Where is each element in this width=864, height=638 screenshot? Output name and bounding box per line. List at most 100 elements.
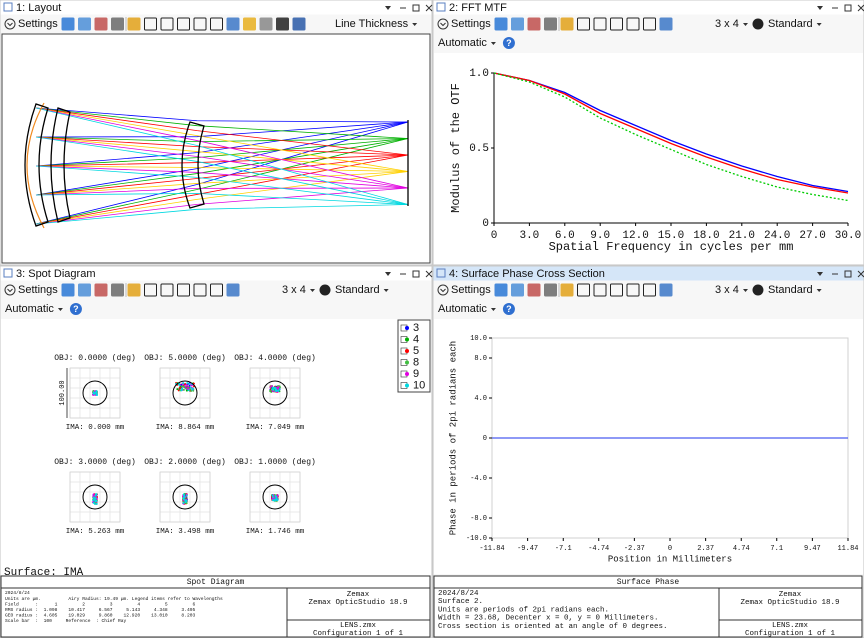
settings-icon[interactable] [437, 18, 449, 30]
maximize-button[interactable] [412, 4, 420, 12]
help-button[interactable]: ? [69, 303, 82, 315]
settings-label[interactable]: Settings [18, 18, 58, 30]
toolbar-icon[interactable] [160, 17, 174, 31]
mode-label[interactable]: Automatic [438, 303, 487, 315]
mode-menu[interactable]: Automatic [438, 303, 496, 315]
toolbar-icon[interactable] [111, 17, 124, 31]
mode-menu[interactable]: Automatic [5, 303, 63, 315]
settings-chevron[interactable] [440, 288, 446, 293]
layout-label[interactable]: 3 x 4 [715, 18, 739, 30]
menu-label[interactable]: Standard [335, 284, 380, 296]
toolbar-icon[interactable] [626, 283, 640, 297]
dropdown-menu[interactable]: Standard [768, 284, 822, 296]
maximize-button[interactable] [412, 270, 420, 278]
settings-chevron[interactable] [7, 22, 13, 27]
toolbar-icon[interactable] [494, 283, 508, 297]
layout-menu[interactable]: 3 x 4 [715, 18, 748, 30]
settings-button[interactable]: Settings [4, 284, 58, 296]
layout-menu[interactable]: 3 x 4 [715, 284, 748, 296]
toolbar-icon[interactable] [144, 283, 157, 297]
dropdown-menu[interactable]: Standard [335, 284, 389, 296]
power-icon[interactable] [319, 284, 331, 296]
window-controls[interactable] [817, 270, 864, 278]
toolbar-icon[interactable] [61, 283, 75, 297]
settings-chevron[interactable] [7, 288, 13, 293]
toolbar-icon[interactable] [226, 283, 240, 297]
settings-button[interactable]: Settings [437, 18, 491, 30]
layout-label[interactable]: 3 x 4 [715, 284, 739, 296]
toolbar-icon[interactable] [593, 17, 607, 31]
window-controls[interactable] [817, 4, 864, 12]
toolbar-icon[interactable] [144, 17, 157, 31]
help-button[interactable]: ? [502, 303, 515, 315]
settings-label[interactable]: Settings [18, 284, 58, 296]
toolbar-icon[interactable] [511, 17, 524, 31]
toolbar-icon[interactable] [659, 17, 673, 31]
menu-button[interactable] [385, 272, 391, 276]
settings-button[interactable]: Settings [4, 18, 58, 30]
dropdown-arrow[interactable] [743, 289, 748, 292]
settings-icon[interactable] [437, 284, 449, 296]
menu-button[interactable] [385, 6, 391, 10]
toolbar-icon[interactable] [610, 17, 623, 31]
toolbar-icon[interactable] [544, 17, 557, 31]
dropdown-arrow[interactable] [57, 308, 63, 311]
toolbar-icon[interactable] [560, 17, 574, 31]
menu-button[interactable] [817, 272, 823, 276]
toolbar-icon[interactable] [276, 17, 289, 31]
toolbar-icon[interactable] [177, 17, 190, 31]
toolbar-icon[interactable] [127, 17, 141, 31]
toolbar-icon[interactable] [593, 283, 607, 297]
help-button[interactable]: ? [502, 37, 515, 49]
toolbar-icon[interactable] [243, 17, 256, 31]
toolbar-icon[interactable] [210, 283, 223, 297]
dropdown-menu[interactable]: Standard [768, 18, 822, 30]
dropdown-arrow[interactable] [412, 23, 418, 26]
toolbar-icon[interactable] [527, 283, 541, 297]
settings-label[interactable]: Settings [451, 284, 491, 296]
settings-label[interactable]: Settings [451, 18, 491, 30]
layout-label[interactable]: 3 x 4 [282, 284, 306, 296]
mode-label[interactable]: Automatic [5, 303, 54, 315]
toolbar-icon[interactable] [610, 283, 623, 297]
power-icon[interactable] [752, 18, 764, 30]
menu-label[interactable]: Standard [768, 284, 813, 296]
mode-label[interactable]: Automatic [438, 37, 487, 49]
dropdown-arrow[interactable] [490, 42, 496, 45]
window-controls[interactable] [385, 270, 433, 278]
help-label[interactable]: ? [506, 304, 512, 314]
toolbar-icon[interactable] [78, 17, 91, 31]
toolbar-icon[interactable] [659, 283, 673, 297]
close-button[interactable] [425, 270, 433, 278]
close-button[interactable] [425, 4, 433, 12]
power-icon[interactable] [752, 284, 764, 296]
close-button[interactable] [857, 270, 864, 278]
layout-menu[interactable]: 3 x 4 [282, 284, 315, 296]
help-label[interactable]: ? [506, 38, 512, 48]
toolbar-icon[interactable] [94, 17, 108, 31]
window-controls[interactable] [385, 4, 433, 12]
dropdown-menu[interactable]: Line Thickness [335, 18, 418, 30]
toolbar-icon[interactable] [643, 283, 656, 297]
dropdown-arrow[interactable] [383, 289, 389, 292]
toolbar-icon[interactable] [61, 17, 75, 31]
help-icon[interactable] [502, 303, 515, 315]
close-button[interactable] [857, 4, 864, 12]
toolbar-icon[interactable] [577, 17, 590, 31]
toolbar-icon[interactable] [177, 283, 190, 297]
toolbar-icon[interactable] [643, 17, 656, 31]
settings-icon[interactable] [4, 18, 16, 30]
help-icon[interactable] [502, 37, 515, 49]
toolbar-icon[interactable] [527, 17, 541, 31]
help-icon[interactable] [69, 303, 82, 315]
maximize-button[interactable] [844, 270, 852, 278]
toolbar-icon[interactable] [544, 283, 557, 297]
toolbar-icon[interactable] [193, 17, 207, 31]
help-label[interactable]: ? [73, 304, 79, 314]
settings-chevron[interactable] [440, 22, 446, 27]
toolbar-icon[interactable] [111, 283, 124, 297]
dropdown-arrow[interactable] [490, 308, 496, 311]
toolbar-icon[interactable] [511, 283, 524, 297]
toolbar-icon[interactable] [193, 283, 207, 297]
menu-button[interactable] [817, 6, 823, 10]
